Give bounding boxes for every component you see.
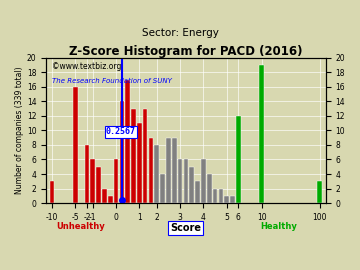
Bar (201, 160, 206, 203)
Bar (259, 65, 264, 203)
Bar (143, 109, 148, 203)
Text: Healthy: Healthy (261, 222, 297, 231)
Bar (114, 160, 118, 203)
Text: Unhealthy: Unhealthy (57, 222, 105, 231)
Bar (102, 188, 107, 203)
Y-axis label: Number of companies (339 total): Number of companies (339 total) (15, 67, 24, 194)
Bar (184, 160, 188, 203)
Bar (73, 87, 77, 203)
Bar (120, 101, 124, 203)
Bar (90, 160, 95, 203)
Bar (195, 181, 200, 203)
Bar (85, 145, 89, 203)
Bar (125, 79, 130, 203)
Text: The Research Foundation of SUNY: The Research Foundation of SUNY (52, 78, 172, 84)
Text: 0.2567: 0.2567 (106, 127, 136, 136)
Bar (108, 196, 113, 203)
Bar (50, 181, 54, 203)
Bar (137, 123, 141, 203)
Bar (219, 188, 223, 203)
Bar (318, 181, 322, 203)
Bar (236, 116, 240, 203)
Bar (207, 174, 212, 203)
X-axis label: Score: Score (170, 223, 201, 233)
Bar (178, 160, 183, 203)
Text: ©www.textbiz.org: ©www.textbiz.org (52, 62, 121, 71)
Bar (189, 167, 194, 203)
Bar (172, 138, 176, 203)
Bar (131, 109, 136, 203)
Title: Z-Score Histogram for PACD (2016): Z-Score Histogram for PACD (2016) (69, 45, 303, 58)
Bar (224, 196, 229, 203)
Bar (230, 196, 235, 203)
Bar (213, 188, 217, 203)
Bar (96, 167, 101, 203)
Text: Sector: Energy: Sector: Energy (141, 28, 219, 38)
Bar (166, 138, 171, 203)
Bar (149, 138, 153, 203)
Bar (154, 145, 159, 203)
Bar (160, 174, 165, 203)
